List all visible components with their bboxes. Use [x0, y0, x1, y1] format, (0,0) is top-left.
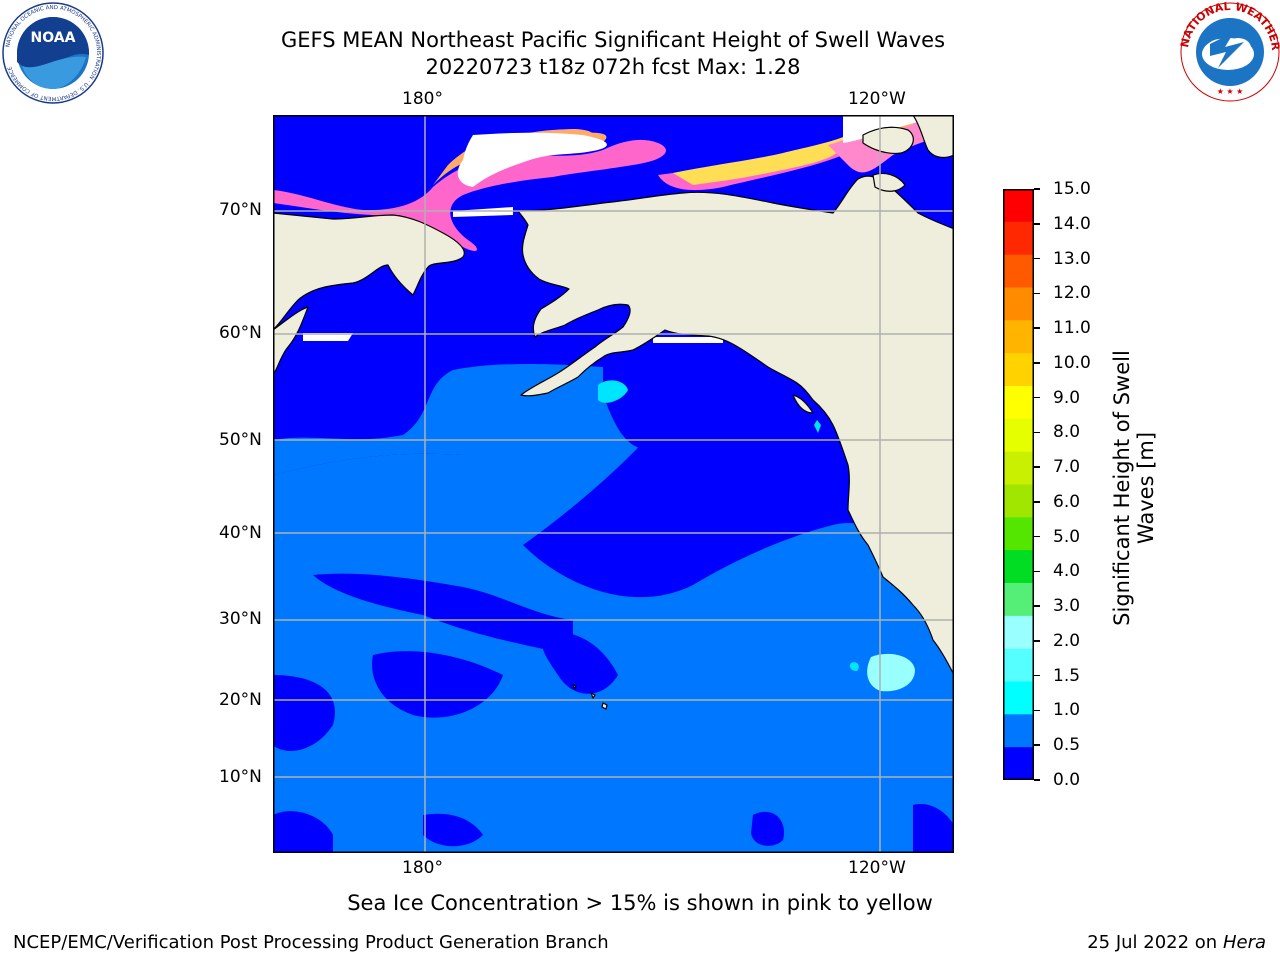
- colorbar-tick-mark: [1034, 535, 1040, 538]
- colorbar-tick-mark: [1034, 570, 1040, 573]
- swell-1p5-2p0-patch: [867, 653, 915, 692]
- colorbar-tick-mark: [1034, 674, 1040, 677]
- lat-label-30n: 30°N: [219, 609, 262, 629]
- colorbar-frame: [1003, 189, 1034, 780]
- colorbar-tick-mark: [1034, 744, 1040, 746]
- colorbar-tick-label: 13.0: [1053, 248, 1091, 269]
- colorbar-tick-mark: [1034, 362, 1040, 364]
- colorbar-swatch: [1003, 221, 1034, 256]
- colorbar-swatch: [1003, 747, 1034, 781]
- lat-label-70n: 70°N: [219, 200, 262, 220]
- lat-label-50n: 50°N: [219, 430, 262, 450]
- colorbar-tick-label: 7.0: [1053, 457, 1081, 478]
- graticule: [273, 115, 954, 853]
- map-frame: [273, 115, 954, 853]
- colorbar-tick-mark: [1034, 257, 1040, 260]
- colorbar-swatch: [1003, 254, 1034, 288]
- sea-ice-note: Sea Ice Concentration > 15% is shown in …: [347, 891, 933, 915]
- colorbar-tick-mark: [1034, 188, 1040, 190]
- colorbar-tick-label: 1.5: [1053, 665, 1081, 686]
- colorbar-tick-label: 2.0: [1053, 630, 1081, 651]
- colorbar-tick-label: 14.0: [1053, 213, 1091, 234]
- colorbar-tick-mark: [1034, 431, 1040, 434]
- colorbar-tick-label: 0.5: [1053, 735, 1081, 756]
- footer-host: Hera: [1222, 932, 1266, 953]
- lat-label-20n: 20°N: [219, 690, 262, 710]
- colorbar-tick-label: 9.0: [1053, 387, 1081, 408]
- lat-label-60n: 60°N: [219, 323, 262, 343]
- swell-0p5-1p0-region: [273, 363, 954, 853]
- colorbar-tick-mark: [1034, 605, 1040, 607]
- lat-label-10n: 10°N: [219, 767, 262, 787]
- colorbar-tick-label: 12.0: [1053, 283, 1091, 304]
- colorbar-swatch: [1003, 615, 1034, 650]
- colorbar-tick-mark: [1034, 327, 1040, 329]
- colorbar-tick-label: 8.0: [1053, 422, 1081, 443]
- colorbar-tick-label: 4.0: [1053, 561, 1081, 582]
- swell-1p0-1p5-patches: [598, 380, 859, 671]
- colorbar-tick-label: 10.0: [1053, 352, 1091, 373]
- colorbar-swatches: [1003, 189, 1034, 781]
- colorbar-tick-mark: [1034, 640, 1040, 642]
- colorbar-swatch: [1003, 320, 1034, 354]
- colorbar-swatch: [1003, 681, 1034, 715]
- svg-text:NOAA: NOAA: [31, 30, 76, 46]
- colorbar-tick-label: 15.0: [1053, 179, 1091, 199]
- colorbar-tick-label: 6.0: [1053, 491, 1081, 512]
- gulf-low-swell: [603, 342, 837, 505]
- bottom-lon-label-180: 180°: [402, 858, 443, 878]
- colorbar-tick-mark: [1034, 709, 1040, 712]
- colorbar-tick-label: 3.0: [1053, 596, 1081, 617]
- map-panel: [272, 114, 955, 853]
- colorbar-label-wrap: Significant Height of Swell Waves [m]: [1104, 334, 1164, 634]
- lat-label-40n: 40°N: [219, 523, 262, 543]
- top-lon-label-180: 180°: [402, 89, 443, 109]
- colorbar-tick-mark: [1034, 501, 1040, 503]
- colorbar-label: Significant Height of Swell Waves [m]: [1110, 350, 1158, 626]
- land-areas: [272, 114, 955, 710]
- colorbar-swatch: [1003, 386, 1034, 420]
- chart-title: GEFS MEAN Northeast Pacific Significant …: [280, 28, 946, 52]
- colorbar-swatch: [1003, 484, 1034, 518]
- colorbar-swatch: [1003, 583, 1034, 617]
- colorbar-swatch: [1003, 353, 1034, 387]
- colorbar-tick-label: 1.0: [1053, 700, 1081, 721]
- svg-text:★ ★ ★: ★ ★ ★: [1217, 87, 1244, 96]
- colorbar-tick-mark: [1034, 223, 1040, 225]
- swell-height-map: [272, 114, 955, 853]
- colorbar-swatch: [1003, 550, 1034, 584]
- colorbar-swatch: [1003, 418, 1034, 453]
- colorbar-tick-label: 5.0: [1053, 526, 1081, 547]
- footer-date-text: 25 Jul 2022 on: [1087, 932, 1223, 953]
- footer-date: 25 Jul 2022 on Hera: [1087, 932, 1266, 953]
- colorbar-swatch: [1003, 287, 1034, 321]
- chart-subtitle: 20220723 t18z 072h fcst Max: 1.28: [425, 55, 801, 79]
- colorbar-swatch: [1003, 648, 1034, 682]
- colorbar-swatch: [1003, 517, 1034, 551]
- colorbar-swatch: [1003, 451, 1034, 485]
- colorbar-tick-label: 0.0: [1053, 770, 1081, 790]
- colorbar: [1003, 189, 1034, 781]
- colorbar-tick-label: 11.0: [1053, 318, 1091, 339]
- colorbar-tick-mark: [1034, 396, 1040, 399]
- noaa-logo: NOAA NATIONAL OCEANIC AND ATMOSPHERIC AD…: [2, 2, 104, 104]
- colorbar-tick-mark: [1034, 466, 1040, 468]
- colorbar-tick-mark: [1034, 779, 1040, 781]
- footer-branch: NCEP/EMC/Verification Post Processing Pr…: [13, 932, 609, 953]
- bottom-lon-label-120w: 120°W: [848, 858, 906, 878]
- top-lon-label-120w: 120°W: [848, 89, 906, 109]
- nws-logo: NATIONAL WEATHER SERVICE ★ ★ ★: [1176, 0, 1280, 102]
- colorbar-swatch: [1003, 189, 1034, 223]
- colorbar-tick-mark: [1034, 292, 1040, 295]
- colorbar-swatch: [1003, 714, 1034, 748]
